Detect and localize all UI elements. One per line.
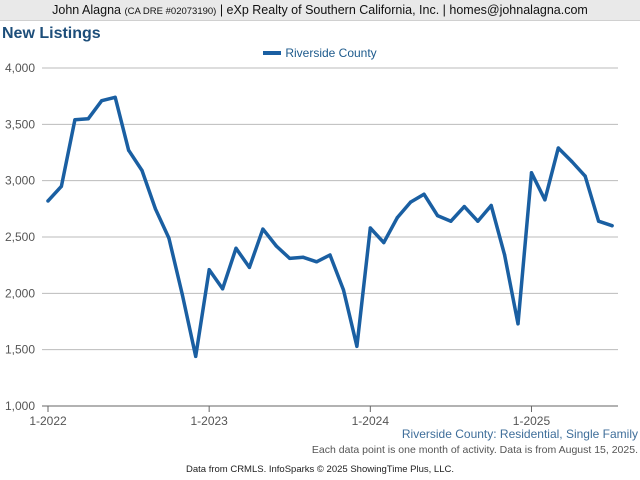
data-point [220,287,225,291]
data-point [194,354,198,359]
x-tick-label: 1-2022 [29,414,67,428]
data-point [59,184,64,188]
data-point [489,203,493,208]
data-point [100,99,104,103]
data-point [355,344,359,348]
data-point [476,219,480,223]
y-tick-label: 1,500 [5,343,35,357]
y-tick-label: 2,000 [5,286,35,300]
series-line [46,95,614,359]
data-point [207,268,211,272]
data-point [368,226,372,230]
data-point [543,198,547,202]
data-point [73,118,77,122]
data-point [422,192,426,196]
legend-label: Riverside County [285,46,377,60]
y-tick-label: 1,000 [5,399,35,413]
agent-name: John Alagna [52,3,121,17]
data-point [556,146,560,150]
y-tick-label: 3,000 [5,174,35,188]
data-point [583,174,587,178]
data-point [529,171,534,175]
chart-legend[interactable]: Riverside County [0,46,640,60]
chart-subtitle: Riverside County: Residential, Single Fa… [401,427,638,441]
legend-swatch [263,50,282,55]
data-point [46,199,50,203]
x-tick-label: 1-2024 [352,414,390,428]
data-point [341,288,346,292]
data-point [315,260,319,264]
data-point [449,219,453,223]
agent-company: | eXp Realty of Southern California, Inc… [219,3,446,17]
chart-note: Each data point is one month of activity… [311,444,638,456]
data-point [301,255,305,259]
data-point [247,265,252,270]
chart-title: New Listings [2,25,101,42]
agent-email[interactable]: homes@johnalagna.com [449,3,588,17]
x-tick-label: 1-2025 [513,414,551,428]
y-tick-label: 3,500 [5,117,35,131]
data-source: Data from CRMLS. InfoSparks © 2025 Showi… [185,464,454,475]
data-point [382,241,386,245]
data-point [167,236,171,240]
data-point [126,148,131,152]
data-point [462,204,466,209]
agent-dre-number: (CA DRE #02073190) [124,6,217,17]
data-point [113,95,117,99]
data-point [140,168,144,173]
data-point [597,219,601,223]
data-point [516,322,520,326]
data-point [435,213,440,218]
data-point [503,253,507,257]
data-point [395,216,399,220]
data-point [288,256,292,261]
y-tick-label: 2,500 [5,230,35,244]
data-point [180,292,184,297]
data-point [409,200,413,204]
data-point [153,207,158,211]
data-point [274,244,278,248]
data-point [328,253,332,257]
data-point [261,227,265,231]
data-point [86,117,90,121]
y-tick-label: 4,000 [5,61,35,75]
x-tick-label: 1-2023 [190,414,228,428]
data-point [610,224,614,228]
data-point [234,246,238,250]
agent-header: John Alagna (CA DRE #02073190) | eXp Rea… [0,0,640,21]
data-point [570,159,574,164]
